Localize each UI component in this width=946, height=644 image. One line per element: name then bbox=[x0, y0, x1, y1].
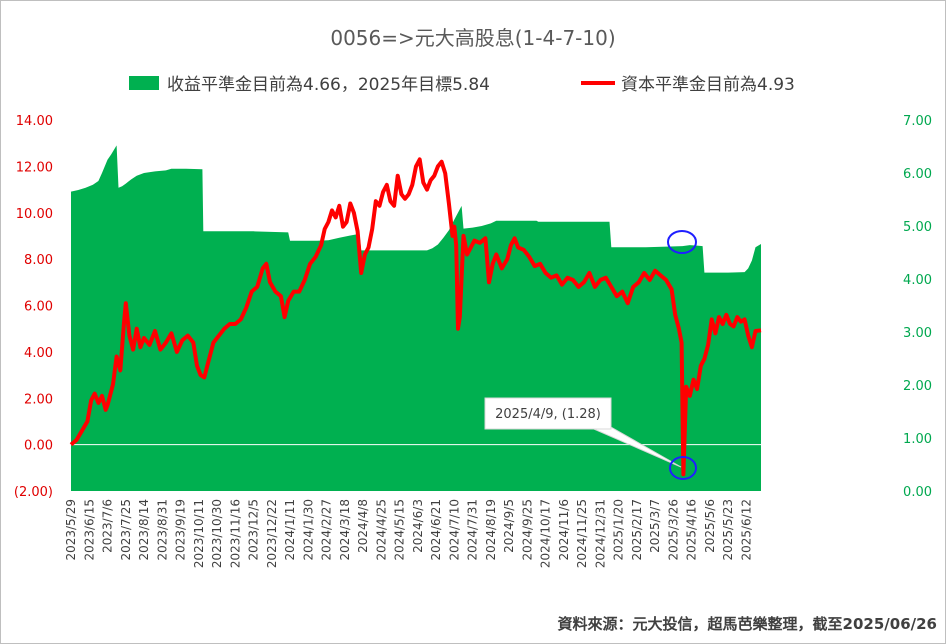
y-right-tick-label: 6.00 bbox=[903, 167, 932, 182]
x-tick-label: 2023/7/6 bbox=[101, 499, 115, 553]
series-area bbox=[71, 145, 761, 491]
y-right-tick-label: 2.00 bbox=[903, 379, 932, 394]
y-right-tick-label: 0.00 bbox=[903, 485, 932, 500]
x-tick-label: 2024/2/27 bbox=[320, 499, 334, 561]
x-tick-label: 2025/3/7 bbox=[648, 499, 662, 553]
x-tick-label: 2023/8/31 bbox=[155, 499, 169, 561]
x-tick-label: 2023/9/19 bbox=[174, 499, 188, 561]
x-tick-label: 2025/2/17 bbox=[630, 499, 644, 561]
x-tick-label: 2023/8/14 bbox=[137, 499, 151, 561]
x-tick-label: 2024/4/8 bbox=[356, 499, 370, 553]
x-tick-label: 2023/11/16 bbox=[228, 499, 242, 568]
y-left-tick-label: 10.00 bbox=[16, 207, 53, 222]
x-tick-label: 2025/3/26 bbox=[666, 499, 680, 561]
y-right-tick-label: 7.00 bbox=[903, 114, 932, 129]
highlight-circle-low bbox=[669, 456, 697, 480]
x-tick-label: 2023/6/15 bbox=[82, 499, 96, 561]
legend-label-line: 資本平準金目前為4.93 bbox=[621, 75, 795, 95]
y-left-tick-label: 6.00 bbox=[24, 300, 53, 315]
x-tick-label: 2024/3/18 bbox=[338, 499, 352, 561]
y-right-tick-label: 4.00 bbox=[903, 273, 932, 288]
chart-title: 0056=>元大高股息(1-4-7-10) bbox=[330, 26, 615, 50]
x-tick-label: 2024/11/6 bbox=[557, 499, 571, 561]
callout-text: 2025/4/9, (1.28) bbox=[495, 407, 601, 422]
x-tick-label: 2023/7/25 bbox=[119, 499, 133, 561]
x-tick-label: 2024/11/25 bbox=[575, 499, 589, 568]
y-left-tick-label: 4.00 bbox=[24, 346, 53, 361]
x-tick-label: 2024/12/31 bbox=[593, 499, 607, 568]
y-left-tick-label: 2.00 bbox=[24, 392, 53, 407]
x-tick-label: 2024/6/3 bbox=[411, 499, 425, 553]
highlight-circle-area bbox=[667, 230, 697, 254]
source-note: 資料來源：元大投信，超馬芭樂整理，截至2025/06/26 bbox=[558, 615, 937, 633]
x-tick-label: 2025/6/12 bbox=[739, 499, 753, 561]
x-tick-label: 2025/5/6 bbox=[703, 499, 717, 553]
x-tick-label: 2024/7/31 bbox=[466, 499, 480, 561]
y-left-tick-label: 14.00 bbox=[16, 114, 53, 129]
legend-label-area: 收益平準金目前為4.66，2025年目標5.84 bbox=[167, 75, 490, 95]
x-tick-label: 2025/1/20 bbox=[612, 499, 626, 561]
y-left-tick-label: 12.00 bbox=[16, 160, 53, 175]
x-tick-label: 2024/1/30 bbox=[301, 499, 315, 561]
x-tick-label: 2023/12/22 bbox=[265, 499, 279, 568]
y-left-tick-label: 8.00 bbox=[24, 253, 53, 268]
x-tick-label: 2023/10/30 bbox=[210, 499, 224, 568]
x-tick-label: 2024/1/11 bbox=[283, 499, 297, 561]
callout-box bbox=[484, 397, 612, 430]
y-left-tick-label: 0.00 bbox=[24, 439, 53, 454]
y-axis-right: 0.00 1.00 2.00 3.00 4.00 5.00 6.00 7.00 bbox=[903, 114, 932, 500]
x-tick-label: 2024/10/17 bbox=[539, 499, 553, 568]
x-tick-label: 2024/4/25 bbox=[374, 499, 388, 561]
x-tick-label: 2024/6/21 bbox=[429, 499, 443, 561]
plot-area bbox=[69, 145, 762, 491]
y-right-tick-label: 1.00 bbox=[903, 432, 932, 447]
x-tick-label: 2024/7/10 bbox=[447, 499, 461, 561]
x-tick-label: 2024/9/25 bbox=[520, 499, 534, 561]
x-tick-label: 2023/5/29 bbox=[64, 499, 78, 561]
annotation-callout: 2025/4/9, (1.28) bbox=[484, 397, 682, 468]
legend-swatch-area bbox=[129, 76, 159, 90]
x-tick-label: 2025/5/23 bbox=[721, 499, 735, 561]
x-axis: 2023/5/29 2023/6/15 2023/7/6 2023/7/25 2023/… bbox=[64, 499, 753, 568]
x-tick-label: 2025/4/16 bbox=[685, 499, 699, 561]
series-line bbox=[69, 157, 762, 477]
x-tick-label: 2024/8/19 bbox=[484, 499, 498, 561]
y-right-tick-label: 3.00 bbox=[903, 326, 932, 341]
x-tick-label: 2024/9/5 bbox=[502, 499, 516, 553]
x-tick-label: 2023/10/11 bbox=[192, 499, 206, 568]
x-tick-label: 2024/5/15 bbox=[393, 499, 407, 561]
y-axis-left: (2.00) 0.00 2.00 4.00 6.00 8.00 10.00 12.00 14.0… bbox=[14, 114, 53, 500]
y-left-tick-label: (2.00) bbox=[14, 485, 53, 500]
x-tick-label: 2023/12/5 bbox=[247, 499, 261, 561]
y-right-tick-label: 5.00 bbox=[903, 220, 932, 235]
legend: 收益平準金目前為4.66，2025年目標5.84 資本平準金目前為4.93 bbox=[129, 75, 795, 95]
